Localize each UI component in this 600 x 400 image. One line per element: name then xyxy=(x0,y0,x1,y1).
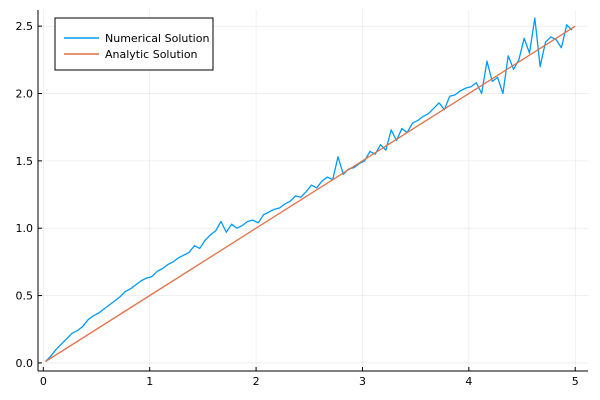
numerical-solution-line xyxy=(44,17,573,363)
x-tick-label: 4 xyxy=(465,375,472,388)
y-tick-label: 0.0 xyxy=(16,357,34,370)
x-axis-ticks: 0 1 2 3 4 5 xyxy=(40,367,579,388)
x-tick-label: 1 xyxy=(146,375,153,388)
y-tick-label: 2.5 xyxy=(16,20,34,33)
x-tick-label: 5 xyxy=(572,375,579,388)
legend: Numerical Solution Analytic Solution xyxy=(54,17,214,71)
y-tick-label: 1.5 xyxy=(16,155,34,168)
series-group xyxy=(44,17,576,363)
y-tick-label: 0.5 xyxy=(16,290,34,303)
y-tick-label: 1.0 xyxy=(16,222,34,235)
legend-label-numerical: Numerical Solution xyxy=(105,32,209,45)
legend-box xyxy=(54,17,214,71)
x-tick-label: 0 xyxy=(40,375,47,388)
legend-label-analytic: Analytic Solution xyxy=(105,48,198,61)
y-tick-label: 2.0 xyxy=(16,88,34,101)
x-tick-label: 2 xyxy=(253,375,260,388)
analytic-solution-line xyxy=(45,25,576,363)
axes xyxy=(37,10,588,372)
x-tick-label: 3 xyxy=(359,375,366,388)
y-axis-ticks: 0.0 0.5 1.0 1.5 2.0 2.5 xyxy=(16,20,42,370)
